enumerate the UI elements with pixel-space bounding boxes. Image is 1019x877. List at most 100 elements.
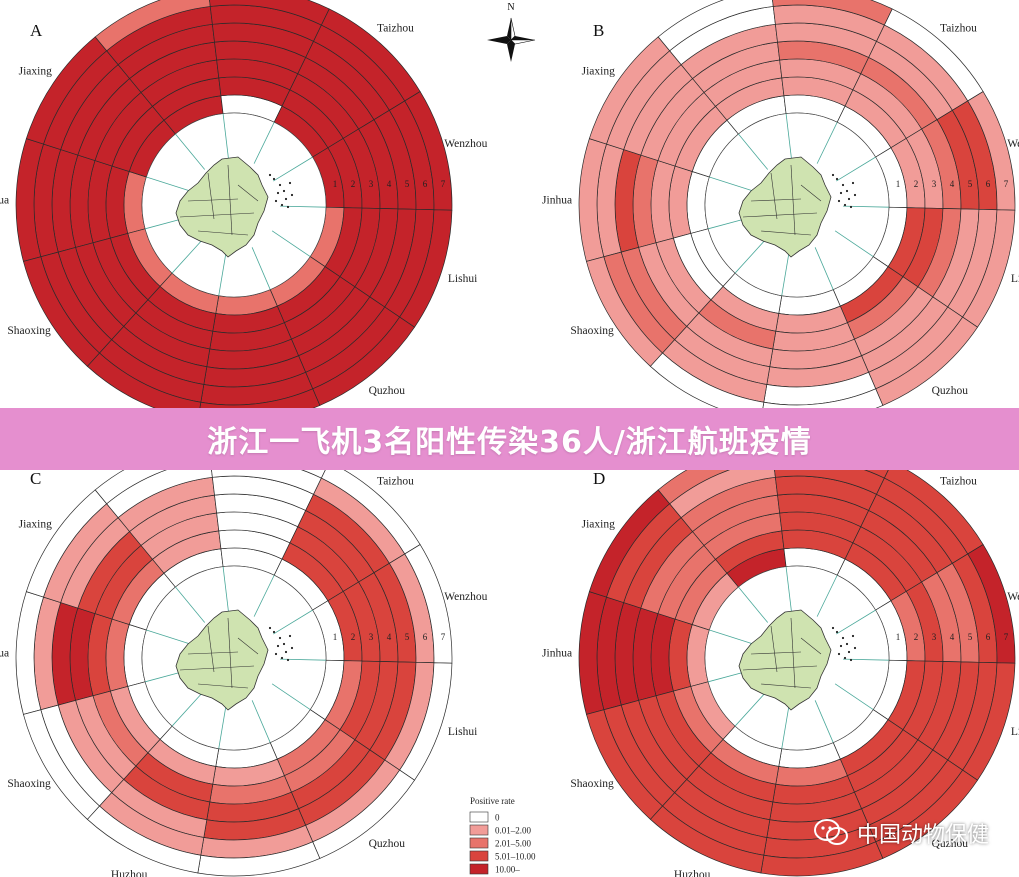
- zhejiang-map: [175, 156, 294, 258]
- ring-number-label: 2: [914, 179, 919, 189]
- spoke-line: [175, 586, 206, 623]
- ring-number-label: 7: [1004, 179, 1009, 189]
- legend-label: 10.00–: [495, 865, 520, 875]
- ring-number-label: 3: [932, 179, 937, 189]
- spoke-line: [271, 230, 311, 257]
- ring-number-label: 4: [950, 179, 955, 189]
- panel-letter: B: [593, 21, 604, 40]
- spoke-line: [814, 700, 834, 743]
- ring-number-label: 1: [333, 632, 338, 642]
- title-banner: 浙江一飞机3名阳性传染36人/浙江航班疫情: [0, 408, 1019, 470]
- legend-title: Positive rate: [470, 796, 515, 806]
- ring-number-label: 3: [369, 632, 374, 642]
- spoke-line: [171, 691, 204, 727]
- sector-label: Jiaxing: [582, 65, 615, 77]
- spoke-line: [146, 176, 191, 192]
- spoke-line: [834, 230, 874, 257]
- legend-label: 5.01–10.00: [495, 852, 536, 862]
- ring-number-label: 5: [405, 632, 410, 642]
- sector-label: Shaoxing: [570, 778, 614, 790]
- sector-label: Quzhou: [932, 838, 969, 850]
- spoke-line: [253, 575, 275, 617]
- sector-label: Jiaxing: [19, 518, 52, 530]
- zhejiang-map: [175, 609, 294, 711]
- sector-label: Shaoxing: [570, 325, 614, 337]
- sector-label: Huzhou: [674, 869, 711, 877]
- sector-label: Jinhua: [542, 647, 572, 659]
- sector-label: Taizhou: [377, 22, 414, 34]
- compass-north-label: N: [507, 2, 514, 13]
- legend-swatch: [469, 811, 489, 823]
- ring-number-label: 3: [932, 632, 937, 642]
- sector-label: Jinhua: [542, 194, 572, 206]
- sector-label: Lishui: [1011, 726, 1019, 738]
- ring-cell: [22, 709, 100, 820]
- spoke-line: [734, 691, 767, 727]
- spoke-line: [218, 703, 227, 749]
- spoke-line: [814, 247, 834, 290]
- spoke-line: [251, 247, 271, 290]
- spoke-line: [836, 156, 876, 182]
- spoke-line: [146, 629, 191, 645]
- ring-number-label: 2: [351, 179, 356, 189]
- spoke-line: [253, 122, 275, 164]
- sector-label: Jinhua: [0, 194, 9, 206]
- spoke-line: [738, 133, 769, 170]
- ring-number-label: 1: [896, 179, 901, 189]
- sector-label: Jiaxing: [582, 518, 615, 530]
- legend-swatch: [469, 824, 489, 836]
- legend-swatch: [469, 863, 489, 875]
- sector-label: Shaoxing: [7, 778, 51, 790]
- sector-label: Wenzhou: [444, 138, 487, 150]
- spoke-line: [709, 176, 754, 192]
- spoke-line: [816, 122, 838, 164]
- wechat-icon: [813, 819, 848, 845]
- ring-number-label: 6: [986, 179, 991, 189]
- spoke-line: [273, 156, 313, 182]
- ring-number-label: 2: [914, 632, 919, 642]
- spoke-line: [222, 566, 229, 613]
- radial-chart-b: 1234567JinhuaJiaxingZhoushanNingboTaizho…: [542, 0, 1019, 450]
- radial-chart-d: 1234567JinhuaJiaxingZhoushanNingboTaizho…: [542, 416, 1019, 877]
- ring-number-label: 6: [986, 632, 991, 642]
- sector-label: Lishui: [448, 273, 477, 285]
- ring-cell: [22, 256, 100, 367]
- ring-number-label: 7: [1004, 632, 1009, 642]
- ring-number-label: 4: [950, 632, 955, 642]
- spoke-line: [834, 683, 874, 710]
- ring-number-label: 3: [369, 179, 374, 189]
- spoke-line: [816, 575, 838, 617]
- sector-label: Taizhou: [940, 22, 977, 34]
- radial-chart-a: 1234567JinhuaJiaxingZhoushanNingboTaizho…: [0, 0, 488, 450]
- ring-number-label: 1: [333, 179, 338, 189]
- spoke-line: [785, 566, 792, 613]
- compass-icon: N: [487, 2, 536, 62]
- watermark: 中国动物保健: [813, 817, 989, 849]
- legend-swatch: [469, 837, 489, 849]
- ring-number-label: 6: [423, 179, 428, 189]
- legend-label: 2.01–5.00: [495, 839, 532, 849]
- zhejiang-map: [738, 156, 857, 258]
- ring-number-label: 4: [387, 179, 392, 189]
- sector-label: Wenzhou: [444, 591, 487, 603]
- sector-label: Jinhua: [0, 647, 9, 659]
- spoke-line: [785, 113, 792, 160]
- spoke-line: [734, 238, 767, 274]
- ring-number-label: 7: [441, 632, 446, 642]
- ring-number-label: 6: [423, 632, 428, 642]
- ring-number-label: 1: [896, 632, 901, 642]
- ring-number-label: 7: [441, 179, 446, 189]
- ring-cell: [94, 0, 211, 52]
- sector-label: Lishui: [1011, 273, 1019, 285]
- sector-label: Quzhou: [932, 385, 969, 397]
- spoke-line: [738, 586, 769, 623]
- spoke-line: [271, 683, 311, 710]
- spoke-line: [781, 703, 790, 749]
- sector-label: Jiaxing: [19, 65, 52, 77]
- spoke-line: [171, 238, 204, 274]
- sector-label: Quzhou: [369, 385, 406, 397]
- sector-label: Lishui: [448, 726, 477, 738]
- spoke-line: [218, 250, 227, 296]
- spoke-line: [273, 609, 313, 635]
